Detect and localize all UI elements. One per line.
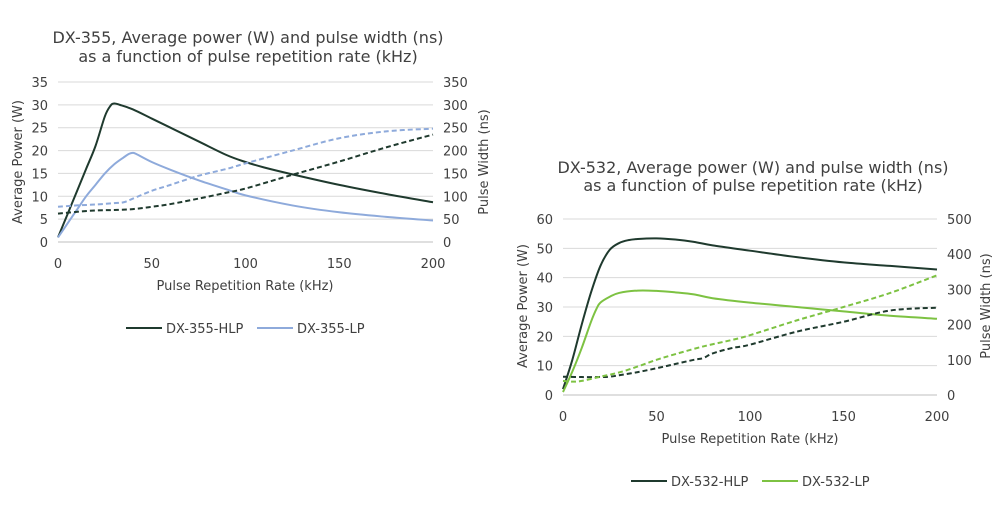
y2-tick-label: 150 <box>443 167 468 182</box>
y2-axis-ticks: 0 50 100 150 200 250 300 350 <box>443 76 468 251</box>
x-axis-ticks: 0 50 100 150 200 <box>559 410 950 425</box>
y2-tick-label: 50 <box>443 213 460 228</box>
x-tick-label: 200 <box>925 410 950 425</box>
y-tick-label: 35 <box>31 76 48 91</box>
y2-tick-label: 250 <box>443 122 468 137</box>
chart-title-line-1: DX-355, Average power (W) and pulse widt… <box>52 28 443 47</box>
y-tick-label: 10 <box>536 360 553 375</box>
legend-label-dx-532-hlp: DX-532-HLP <box>671 475 748 490</box>
legend: DX-355-HLP DX-355-LP <box>126 322 365 337</box>
y2-axis-ticks: 0 100 200 300 400 500 <box>947 213 972 404</box>
chart-dx-532: DX-532, Average power (W) and pulse widt… <box>516 158 994 490</box>
x-tick-label: 0 <box>559 410 567 425</box>
y2-tick-label: 0 <box>443 236 451 251</box>
series-lines <box>562 237 938 393</box>
pulse-width-line-2 <box>562 306 938 379</box>
y2-axis-label: Pulse Width (ns) <box>477 109 492 214</box>
x-tick-label: 0 <box>54 257 62 272</box>
y2-tick-label: 400 <box>947 248 972 263</box>
series-line-dx-355-hlp <box>57 102 434 238</box>
x-tick-label: 100 <box>233 257 258 272</box>
y2-tick-label: 300 <box>443 99 468 114</box>
y2-tick-label: 350 <box>443 76 468 91</box>
y-axis-ticks: 0 5 10 15 20 25 30 35 <box>31 76 48 251</box>
y-tick-label: 30 <box>31 99 48 114</box>
chart-title-line-2: as a function of pulse repetition rate (… <box>583 176 922 195</box>
x-tick-label: 200 <box>421 257 446 272</box>
pulse-width-line-2 <box>57 133 434 215</box>
y2-tick-label: 100 <box>443 190 468 205</box>
pulse-width-line-3 <box>562 274 938 383</box>
x-tick-label: 50 <box>648 410 665 425</box>
series-line-dx-532-lp <box>562 289 938 393</box>
legend-label-dx-355-lp: DX-355-LP <box>297 322 365 337</box>
y-tick-label: 40 <box>536 272 553 287</box>
x-axis-label: Pulse Repetition Rate (kHz) <box>156 279 333 294</box>
series-lines <box>57 102 434 238</box>
y2-axis-label: Pulse Width (ns) <box>979 253 994 358</box>
x-tick-label: 100 <box>738 410 763 425</box>
x-axis-ticks: 0 50 100 150 200 <box>54 257 446 272</box>
x-tick-label: 50 <box>143 257 160 272</box>
y-tick-label: 5 <box>40 213 48 228</box>
series-line-dx-355-lp <box>57 151 434 238</box>
y-tick-label: 20 <box>31 145 48 160</box>
y-tick-label: 10 <box>31 190 48 205</box>
y2-tick-label: 100 <box>947 354 972 369</box>
y2-tick-label: 200 <box>947 319 972 334</box>
legend-label-dx-532-lp: DX-532-LP <box>802 475 870 490</box>
legend-label-dx-355-hlp: DX-355-HLP <box>166 322 243 337</box>
y-axis-label: Average Power (W) <box>11 100 26 224</box>
series-line-dx-532-hlp <box>562 237 938 390</box>
y2-tick-label: 0 <box>947 389 955 404</box>
chart-dx-355: DX-355, Average power (W) and pulse widt… <box>11 28 492 337</box>
x-axis-label: Pulse Repetition Rate (kHz) <box>661 432 838 447</box>
y-tick-label: 20 <box>536 330 553 345</box>
legend: DX-532-HLP DX-532-LP <box>631 475 870 490</box>
gridlines <box>563 218 937 396</box>
x-tick-label: 150 <box>327 257 352 272</box>
y2-tick-label: 500 <box>947 213 972 228</box>
y-axis-label: Average Power (W) <box>516 244 531 368</box>
y-tick-label: 25 <box>31 122 48 137</box>
y-axis-ticks: 0 10 20 30 40 50 60 <box>536 213 553 404</box>
x-tick-label: 150 <box>831 410 856 425</box>
y-tick-label: 15 <box>31 167 48 182</box>
y-tick-label: 0 <box>40 236 48 251</box>
y2-tick-label: 200 <box>443 145 468 160</box>
y-tick-label: 60 <box>536 213 553 228</box>
y-tick-label: 0 <box>545 389 553 404</box>
y-tick-label: 30 <box>536 301 553 316</box>
y-tick-label: 50 <box>536 242 553 257</box>
chart-title-line-2: as a function of pulse repetition rate (… <box>78 47 417 66</box>
pulse-width-line-3 <box>57 127 434 208</box>
chart-title-line-1: DX-532, Average power (W) and pulse widt… <box>557 158 948 177</box>
y2-tick-label: 300 <box>947 283 972 298</box>
